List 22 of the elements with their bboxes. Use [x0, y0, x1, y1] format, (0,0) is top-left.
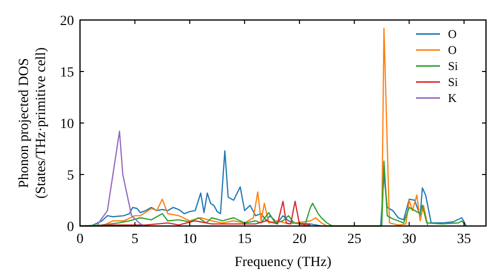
x-tick-label: 10 — [182, 232, 197, 247]
x-tick-label: 25 — [347, 232, 362, 247]
line-series — [96, 130, 146, 227]
x-axis-title: Frequency (THz) — [234, 255, 332, 270]
line-series — [101, 200, 312, 226]
x-tick-label: 20 — [292, 232, 306, 247]
legend-label: O — [448, 27, 457, 41]
x-tick-label: 35 — [457, 232, 472, 247]
legend-label: O — [448, 43, 457, 57]
x-tick-label: 0 — [76, 232, 84, 247]
y-tick-label: 20 — [60, 14, 74, 29]
y-tick-label: 0 — [67, 220, 74, 235]
y-tick-label: 10 — [60, 117, 74, 132]
x-tick-label: 5 — [131, 232, 138, 247]
legend-label: Si — [448, 59, 459, 73]
x-tick-label: 15 — [238, 232, 252, 247]
legend-label: K — [448, 91, 457, 105]
x-tick-label: 30 — [402, 232, 416, 247]
legend-label: Si — [448, 75, 459, 89]
y-axis-title: Phonon projected DOS (States/THz·primitive cell) — [17, 47, 49, 199]
y-tick-label: 15 — [60, 66, 74, 80]
y-tick-label: 5 — [67, 168, 74, 184]
